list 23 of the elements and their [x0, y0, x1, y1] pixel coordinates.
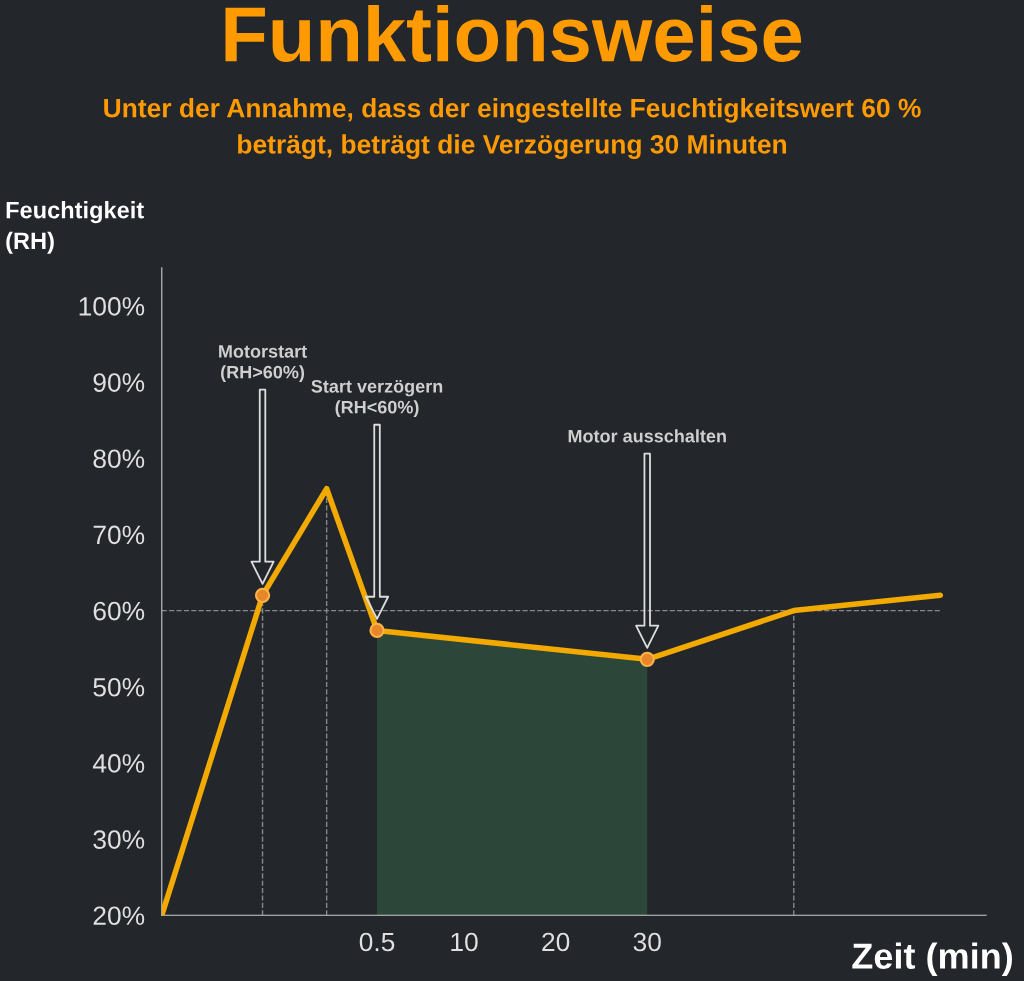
x-tick-label: 0.5 — [359, 932, 395, 952]
y-tick-label: 90% — [93, 373, 145, 392]
chart-subtitle: Unter der Annahme, dass der eingestellte Feuchtigkeitswert 60 % beträgt, beträgt die Verzögerung 30 Minuten — [104, 98, 921, 159]
y-tick-label: 40% — [92, 754, 145, 773]
x-tick-label: 10 — [451, 932, 478, 952]
x-tick-label: 20 — [542, 932, 570, 952]
y-tick-label: 30% — [93, 830, 145, 849]
y-tick-label: 50% — [93, 677, 145, 697]
y-tick-label: 100% — [79, 297, 145, 316]
annotation: Motor ausschalten — [568, 429, 726, 443]
x-axis-title: Zeit (min) — [852, 942, 1012, 977]
y-tick-label: 20% — [93, 906, 145, 926]
point — [639, 651, 655, 667]
annotation: Start verzögern (RH<60%) — [311, 379, 443, 418]
chart-title: Funktionsweise — [225, 4, 802, 63]
y-tick-label: 70% — [93, 525, 145, 545]
x-tick-label: 30 — [633, 932, 661, 952]
annotation: Motorstart (RH>60%) — [219, 345, 307, 383]
point — [369, 622, 385, 639]
y-tick-label: 60% — [93, 601, 145, 621]
y-tick-label: 80% — [93, 449, 145, 469]
point — [254, 587, 271, 603]
y-axis-title: Feuchtigkeit (RH) — [6, 201, 144, 254]
